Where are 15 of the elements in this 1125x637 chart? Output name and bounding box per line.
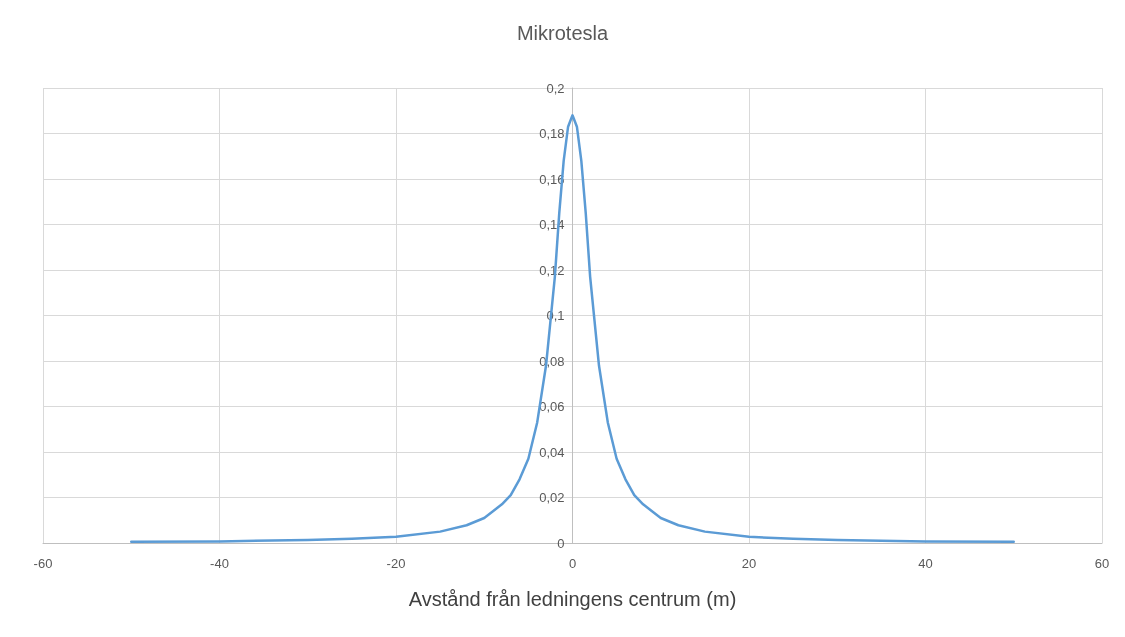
x-tick-label: 40 <box>918 556 933 571</box>
y-tick-label: 0,18 <box>539 126 565 141</box>
x-tick-label: 0 <box>568 556 577 571</box>
y-tick-label: 0,04 <box>539 444 565 460</box>
x-axis-title: Avstånd från ledningens centrum (m) <box>408 588 737 610</box>
chart-title: Mikrotesla <box>516 22 609 44</box>
x-tick-label: 20 <box>741 556 757 571</box>
x-tick-label: -20 <box>386 556 406 571</box>
y-tick-label: 0 <box>557 535 565 551</box>
y-tick-label: 0,06 <box>539 399 565 414</box>
y-tick-label: 0,2 <box>546 80 565 96</box>
x-tick-label: 60 <box>1094 556 1110 571</box>
x-tick-label: -40 <box>210 556 229 571</box>
y-tick-label: 0,02 <box>539 490 565 505</box>
x-tick-label: -60 <box>33 556 53 571</box>
